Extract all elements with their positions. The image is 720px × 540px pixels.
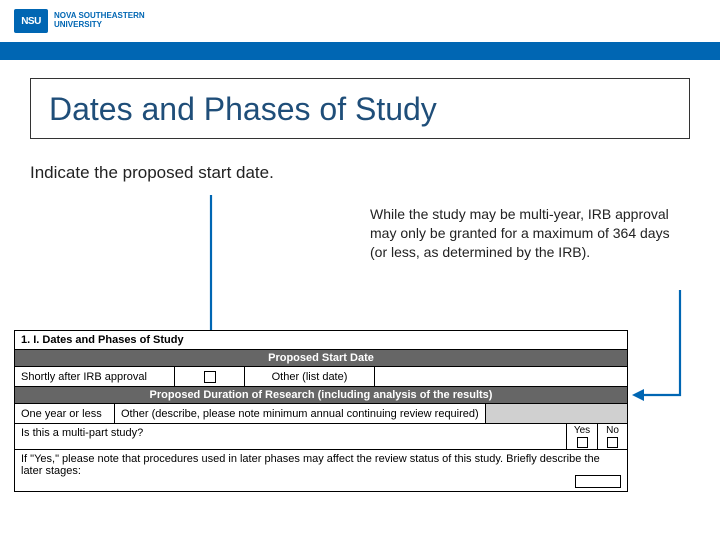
label-other-duration: Other (describe, please note minimum ann… <box>115 404 486 423</box>
note-text: While the study may be multi-year, IRB a… <box>370 205 690 262</box>
logo-mark: NSU <box>14 9 48 33</box>
row-start-date: Shortly after IRB approval Other (list d… <box>15 367 627 387</box>
title-frame: Dates and Phases of Study <box>30 78 690 139</box>
label-multipart: Is this a multi-part study? <box>15 424 566 449</box>
row-description: If "Yes," please note that procedures us… <box>15 450 627 491</box>
label-description: If "Yes," please note that procedures us… <box>21 453 600 477</box>
arrow-left-icon <box>630 290 710 410</box>
yes-no-group: Yes No <box>566 424 627 449</box>
checkbox-shortly-after[interactable] <box>175 367 245 386</box>
label-one-year: One year or less <box>15 404 115 423</box>
logo: NSU NOVA SOUTHEASTERN UNIVERSITY <box>14 9 145 33</box>
row-multipart: Is this a multi-part study? Yes No <box>15 424 627 450</box>
label-shortly-after: Shortly after IRB approval <box>15 367 175 386</box>
input-other-date[interactable] <box>375 367 627 386</box>
label-yes: Yes <box>574 425 590 436</box>
subtitle: Indicate the proposed start date. <box>30 163 720 183</box>
checkbox-no[interactable]: No <box>597 424 627 449</box>
label-other-date: Other (list date) <box>245 367 375 386</box>
form-table: 1. I. Dates and Phases of Study Proposed… <box>14 330 628 492</box>
section-start-date: Proposed Start Date <box>15 350 627 367</box>
checkbox-yes[interactable]: Yes <box>567 424 597 449</box>
page-title: Dates and Phases of Study <box>49 91 671 128</box>
header-stripe <box>0 42 720 60</box>
header-bar: NSU NOVA SOUTHEASTERN UNIVERSITY <box>0 0 720 42</box>
input-other-duration[interactable] <box>486 404 627 423</box>
label-no: No <box>606 425 619 436</box>
row-duration: One year or less Other (describe, please… <box>15 404 627 424</box>
logo-line2: UNIVERSITY <box>54 21 145 30</box>
logo-text: NOVA SOUTHEASTERN UNIVERSITY <box>54 12 145 30</box>
arrow-down-icon <box>196 195 226 345</box>
input-description[interactable] <box>575 475 621 488</box>
section-duration: Proposed Duration of Research (including… <box>15 387 627 404</box>
form-header: 1. I. Dates and Phases of Study <box>15 331 627 350</box>
